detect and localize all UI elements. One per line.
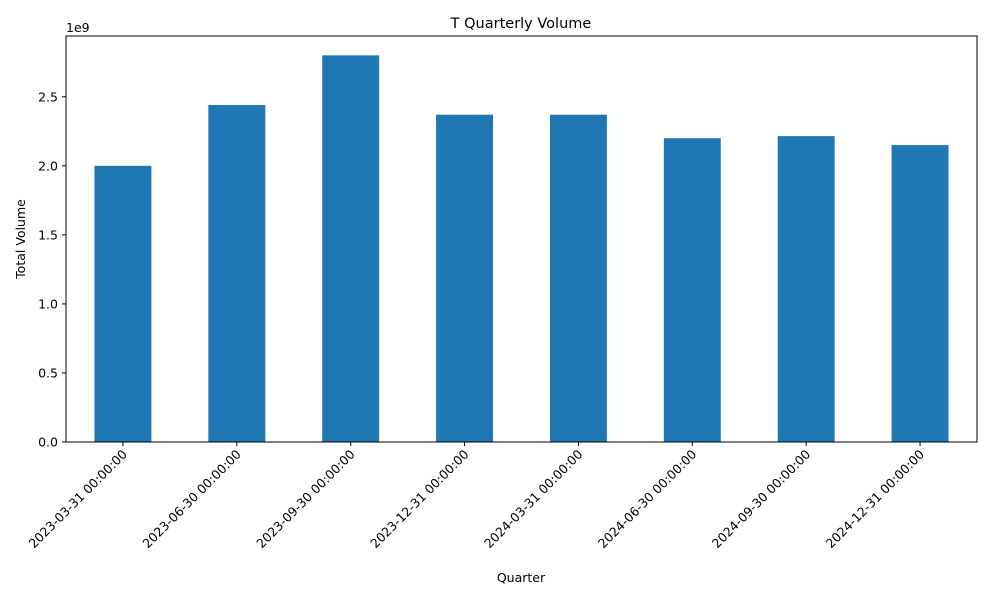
y-tick-label-3: 1.0	[38, 296, 58, 311]
bar-7	[777, 136, 835, 442]
bar-4	[436, 114, 494, 443]
y-axis-offset-label: 1e9	[66, 20, 90, 35]
x-axis-ticks: 2023-03-31 00:00:00 2023-06-30 00:00:00 20…	[26, 442, 928, 551]
x-tick-label-5: 2024-03-31 00:00:00	[481, 446, 586, 551]
bars-group	[94, 55, 949, 443]
bar-3	[322, 55, 380, 442]
chart-title: T Quarterly Volume	[450, 16, 592, 32]
x-tick-label-1: 2023-03-31 00:00:00	[26, 446, 131, 551]
y-tick-label-6: 2.5	[38, 89, 58, 104]
x-tick-label-8: 2024-12-31 00:00:00	[823, 446, 928, 551]
x-tick-label-3: 2023-09-30 00:00:00	[253, 446, 358, 551]
x-tick-label-7: 2024-09-30 00:00:00	[709, 446, 814, 551]
bar-2	[208, 105, 266, 443]
y-tick-label-2: 0.5	[38, 365, 58, 380]
plot-frame	[65, 35, 978, 443]
bar-1	[94, 165, 152, 442]
x-tick-label-4: 2023-12-31 00:00:00	[367, 446, 472, 551]
bar-5	[549, 114, 607, 443]
y-tick-label-4: 1.5	[38, 227, 58, 242]
x-tick-label-6: 2024-06-30 00:00:00	[595, 446, 700, 551]
y-axis-label: Total Volume	[13, 199, 28, 280]
bar-8	[891, 145, 949, 442]
x-tick-label-2: 2023-06-30 00:00:00	[139, 446, 244, 551]
bar-6	[663, 138, 721, 442]
y-tick-label-1: 0.0	[38, 435, 58, 450]
y-tick-label-5: 2.0	[38, 158, 58, 173]
x-axis-label: Quarter	[497, 570, 546, 585]
y-axis-ticks: 0.0 0.5 1.0 1.5 2.0 2.5	[38, 89, 66, 450]
